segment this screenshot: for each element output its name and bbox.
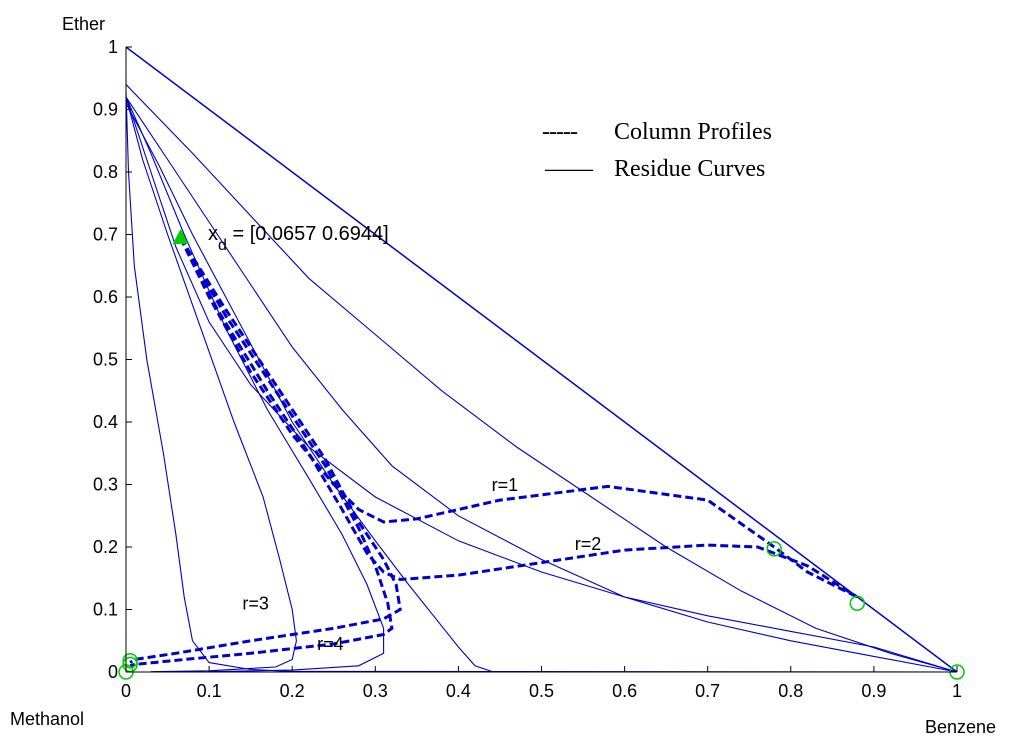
residue-curve	[125, 90, 958, 673]
column-profile-r=3	[129, 237, 402, 664]
y-tick-label: 0.6	[93, 287, 118, 307]
residue-curve	[125, 84, 958, 673]
annotation-main: x	[208, 223, 218, 245]
profile-label-r=2: r=2	[575, 534, 602, 554]
legend-sample-solid: ——	[544, 156, 594, 182]
x-tick-label: 0	[121, 681, 131, 701]
x-tick-label: 0.6	[612, 681, 637, 701]
distillate-annotation: xd = [0.0657 0.6944]	[208, 223, 389, 254]
x-tick-label: 0.3	[363, 681, 388, 701]
profile-label-r=1: r=1	[492, 475, 519, 495]
y-tick-label: 0	[108, 662, 118, 682]
y-tick-label: 0.5	[93, 350, 118, 370]
y-tick-label: 0.7	[93, 225, 118, 245]
x-tick-label: 0.5	[529, 681, 554, 701]
x-tick-label: 0.1	[197, 681, 222, 701]
axes: 0 0.1 0.2 0.3 0.4 0.5 0.6 0.7 0.8 0.9 1 0 0.1 0.2 0.3 0…	[93, 37, 962, 701]
circle-marker	[849, 595, 866, 611]
y-tick-label: 0.1	[93, 600, 118, 620]
residue-curve	[125, 96, 297, 673]
legend-label-residue-curves: Residue Curves	[614, 156, 765, 182]
x-tick-label: 0.9	[861, 681, 886, 701]
residue-curve	[125, 103, 492, 672]
y-tick-label: 0.9	[93, 100, 118, 120]
triangle-boundary	[125, 46, 958, 673]
x-tick-label: 0.8	[778, 681, 803, 701]
y-tick-label: 0.8	[93, 162, 118, 182]
x-tick-label: 0.2	[280, 681, 305, 701]
residue-curve	[125, 96, 958, 673]
x-tick-label: 0.4	[446, 681, 471, 701]
corner-label-methanol: Methanol	[10, 709, 84, 729]
x-tick-label: 1	[952, 681, 962, 701]
circle-marker	[766, 541, 782, 557]
annotation-rest: = [0.0657 0.6944]	[227, 223, 389, 245]
corner-label-ether: Ether	[62, 14, 105, 34]
y-tick-label: 1	[108, 37, 118, 57]
plot-area: r=1 r=2 r=3 r=4	[118, 46, 965, 680]
legend-label-column-profiles: Column Profiles	[614, 119, 772, 145]
column-profile-r=2	[179, 237, 859, 599]
profile-label-r=4: r=4	[317, 634, 344, 654]
corner-label-benzene: Benzene	[925, 717, 996, 737]
circle-marker	[122, 653, 138, 669]
annotation-subscript: d	[218, 237, 227, 254]
column-profile-r=1	[179, 237, 858, 599]
column-profile-r=4	[129, 237, 394, 668]
x-tick-label: 0.7	[695, 681, 720, 701]
legend: ----- Column Profiles —— Residue Curves	[542, 119, 772, 182]
residue-curve	[125, 96, 385, 673]
legend-sample-dashed: -----	[542, 119, 578, 145]
y-tick-label: 0.4	[93, 412, 118, 432]
profile-label-r=3: r=3	[242, 594, 269, 614]
distillate-marker	[172, 229, 189, 244]
y-tick-label: 0.3	[93, 475, 118, 495]
y-tick-label: 0.2	[93, 537, 118, 557]
